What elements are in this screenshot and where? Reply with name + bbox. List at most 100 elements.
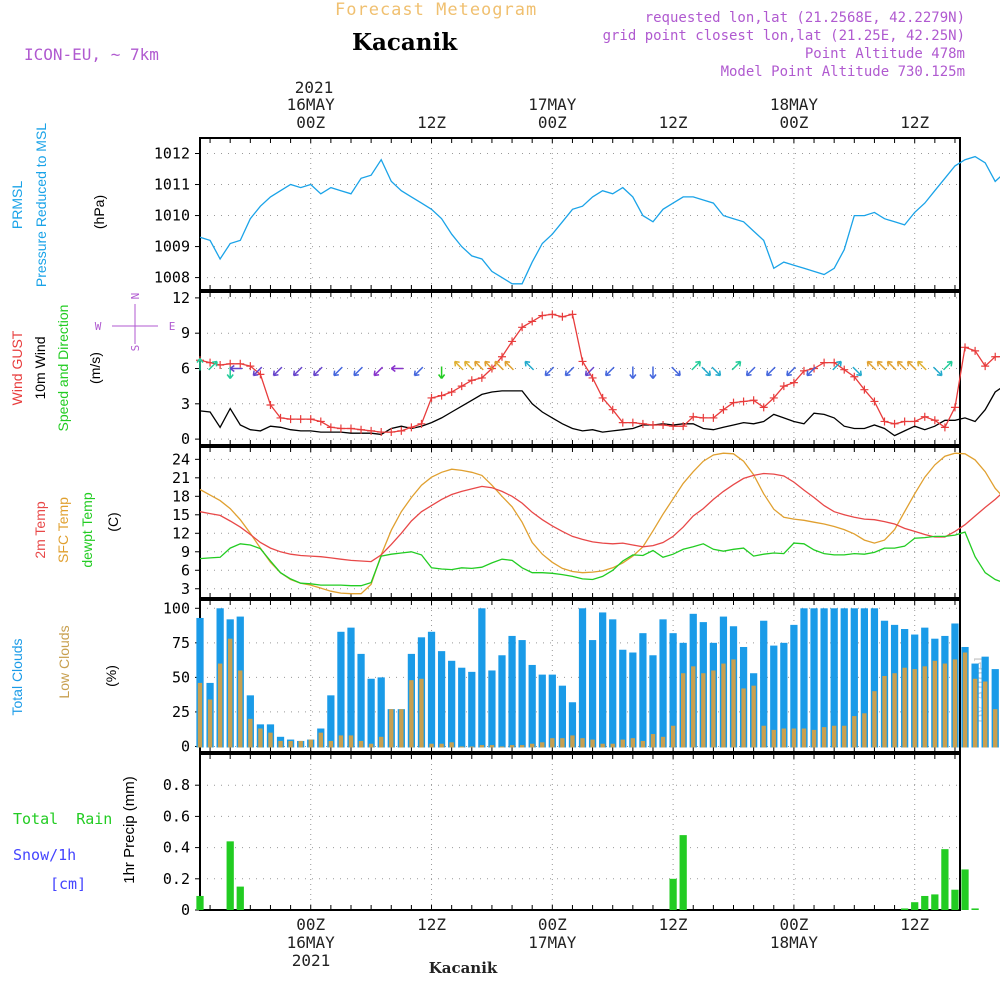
- low-cloud-bar: [540, 742, 545, 748]
- low-cloud-bar: [982, 681, 988, 748]
- wind-speed-line: [199, 387, 1000, 437]
- y-tick-label: 75: [172, 634, 190, 652]
- total-cloud-bar: [528, 664, 536, 748]
- p3-unit: (C): [105, 512, 121, 531]
- gust-marker: [216, 360, 225, 369]
- point-altitude: Point Altitude 478m: [805, 46, 965, 62]
- p2-label-a: Wind GUST: [9, 330, 25, 405]
- low-cloud-bar: [318, 732, 323, 748]
- low-cloud-bar: [570, 735, 575, 748]
- compass-rose: N S W E: [95, 293, 176, 352]
- low-cloud-bar: [268, 732, 273, 748]
- date-label-bottom: 17MAY: [528, 933, 577, 952]
- gust-marker: [578, 357, 587, 366]
- y-tick-label: 15: [172, 506, 190, 524]
- y-tick-label: 21: [172, 469, 190, 487]
- gust-marker: [890, 419, 899, 428]
- low-cloud-bar: [701, 673, 706, 748]
- low-cloud-bar: [681, 673, 686, 748]
- total-cloud-bar: [780, 642, 788, 748]
- low-cloud-bar: [449, 742, 454, 748]
- gust-marker: [900, 417, 909, 426]
- model-altitude: Model Point Altitude 730.125m: [721, 64, 965, 80]
- low-cloud-bar: [972, 678, 978, 748]
- wind-arrow-head: [715, 370, 722, 377]
- time-tick-label-bottom: 00Z: [296, 915, 325, 934]
- wind-arrow: [484, 360, 494, 371]
- total-cloud-bar: [588, 640, 597, 748]
- low-cloud-bar: [741, 688, 746, 748]
- y-tick-label: 50: [172, 668, 190, 686]
- total-cloud-bar: [367, 678, 375, 748]
- total-cloud-bar: [458, 667, 466, 748]
- total-cloud-bar: [599, 612, 607, 748]
- total-cloud-bar: [196, 617, 204, 748]
- t2m-line: [199, 472, 1000, 563]
- time-tick-label-bottom: 00Z: [779, 915, 808, 934]
- wind-arrow-head: [313, 370, 319, 377]
- y-tick-label: 9: [181, 324, 190, 342]
- gust-marker: [357, 425, 366, 434]
- low-cloud-bar: [761, 725, 766, 748]
- wind-arrow: [897, 360, 907, 371]
- compass-n: N: [129, 293, 142, 300]
- date-label-bottom: 18MAY: [770, 933, 819, 952]
- time-tick-label-top: 12Z: [900, 113, 929, 132]
- time-tick-label-top: 12Z: [659, 113, 688, 132]
- product-title: Forecast Meteogram: [335, 0, 537, 20]
- gust-marker: [598, 393, 607, 402]
- wind-arrow: [373, 366, 384, 377]
- y-tick-label: 0.2: [163, 870, 190, 888]
- wind-arrow-head: [229, 364, 235, 373]
- wind-arrow-head: [212, 360, 218, 367]
- wind-arrow-head: [474, 360, 480, 367]
- low-cloud-bar: [499, 746, 505, 748]
- low-cloud-bar: [731, 659, 736, 748]
- plot-area: 1008100910101011101203691236912151821240…: [154, 95, 1000, 952]
- total-cloud-bar: [619, 649, 627, 748]
- wind-arrow: [474, 360, 484, 371]
- wind-arrow: [208, 360, 218, 371]
- low-cloud-bar: [379, 736, 384, 748]
- total-cloud-bar: [478, 608, 486, 748]
- wind-arrow: [731, 360, 742, 371]
- y-tick-label: 100: [163, 599, 190, 617]
- gust-marker: [679, 422, 688, 431]
- rain-bar: [226, 841, 234, 910]
- wind-arrow: [876, 360, 887, 371]
- p3-label-b: SFC Temp: [55, 497, 71, 563]
- low-cloud-bar: [288, 740, 293, 748]
- wind-arrow-head: [917, 360, 923, 367]
- wind-arrow: [866, 360, 877, 371]
- wind-arrow-head: [604, 370, 611, 377]
- time-tick-label-bottom: 12Z: [659, 915, 688, 934]
- gust-marker: [638, 419, 647, 428]
- wind-arrow: [353, 366, 363, 377]
- gust-marker: [518, 323, 527, 332]
- wind-arrow: [585, 366, 595, 377]
- wind-arrow-head: [353, 370, 360, 377]
- low-cloud-bar: [530, 743, 535, 748]
- y-tick-label: 1009: [154, 238, 190, 256]
- total-cloud-bar: [518, 640, 526, 748]
- low-cloud-bar: [660, 736, 666, 748]
- y-tick-label: 3: [181, 580, 190, 598]
- total-cloud-bar: [327, 695, 335, 748]
- wind-arrow-head: [390, 364, 396, 373]
- total-cloud-bar: [659, 619, 667, 748]
- wind-arrow-head: [695, 360, 701, 367]
- wind-arrow-head: [564, 370, 571, 377]
- total-cloud-bar: [800, 608, 808, 748]
- low-cloud-bar: [892, 673, 897, 748]
- p2-label-b: 10m Wind: [32, 336, 48, 399]
- wind-arrow: [907, 360, 917, 371]
- gust-line: [199, 313, 1000, 433]
- gust-marker: [920, 412, 929, 421]
- total-cloud-bar: [377, 677, 385, 748]
- low-cloud-bar: [469, 746, 474, 748]
- gust-marker: [387, 428, 396, 437]
- gust-marker: [689, 412, 698, 421]
- gust-marker: [296, 415, 305, 424]
- wind-arrow: [413, 366, 424, 377]
